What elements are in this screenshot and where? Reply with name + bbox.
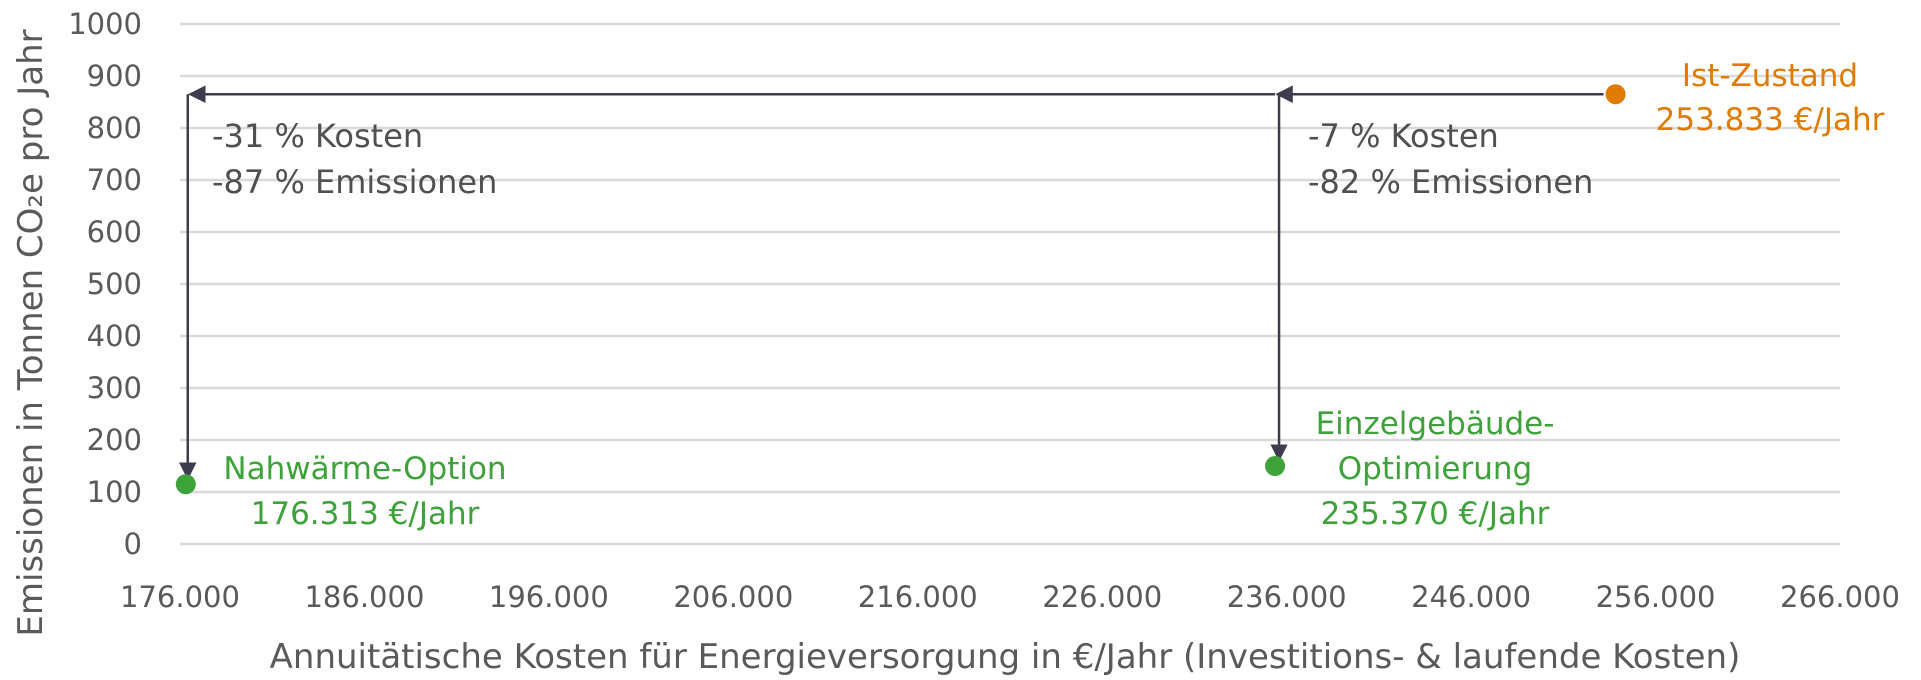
y-tick-label: 1000 — [68, 7, 142, 41]
data-point — [1265, 456, 1286, 476]
y-tick-label: 0 — [124, 527, 142, 561]
x-tick-label: 216.000 — [858, 580, 978, 614]
data-point — [1605, 84, 1626, 105]
point-labels: Ist-Zustand 253.833 €/Jahr Einzelgebäude-O… — [223, 58, 1884, 532]
y-tick-label: 500 — [87, 267, 142, 301]
data-points — [175, 84, 1626, 495]
y-tick-label: 800 — [87, 111, 142, 145]
point-label-einzelgebaeude: Einzelgebäude-Optimierung 235.370 €/Jahr — [1316, 406, 1555, 532]
y-axis-title: Emissionen in Tonnen CO₂e pro Jahr — [11, 29, 51, 636]
annotation-einzelgebaeude: -7 % Kosten -82 % Emissionen — [1308, 117, 1593, 201]
y-tick-label: 300 — [87, 371, 142, 405]
y-tick-label: 900 — [87, 59, 142, 93]
x-axis-title: Annuitätische Kosten für Energieversorgu… — [270, 637, 1741, 677]
annotation-nahwaerme: -31 % Kosten -87 % Emissionen — [212, 117, 497, 201]
x-axis-ticks: 176.000 186.000 196.000 206.000 216.000 226.0… — [120, 580, 1900, 614]
x-tick-label: 186.000 — [304, 580, 424, 614]
point-label-ist-zustand: Ist-Zustand 253.833 €/Jahr — [1656, 58, 1885, 138]
y-tick-label: 700 — [87, 163, 142, 197]
x-tick-label: 196.000 — [489, 580, 609, 614]
y-tick-label: 100 — [87, 475, 142, 509]
x-tick-label: 266.000 — [1780, 580, 1900, 614]
y-axis-ticks: 0 100 200 300 400 500 600 700 800 900 1000 — [68, 7, 142, 561]
x-tick-label: 176.000 — [120, 580, 240, 614]
y-tick-label: 400 — [87, 319, 142, 353]
data-point — [175, 474, 196, 495]
x-tick-label: 226.000 — [1042, 580, 1162, 614]
annotations: -7 % Kosten -82 % Emissionen -31 % Kosten -… — [212, 117, 1593, 201]
arrows — [179, 85, 1604, 480]
point-label-nahwaerme: Nahwärme-Option 176.313 €/Jahr — [223, 451, 506, 532]
x-tick-label: 256.000 — [1596, 580, 1716, 614]
x-tick-label: 206.000 — [673, 580, 793, 614]
x-tick-label: 236.000 — [1227, 580, 1347, 614]
x-tick-label: 246.000 — [1411, 580, 1531, 614]
y-tick-label: 200 — [87, 423, 142, 457]
gridlines — [180, 22, 1840, 546]
y-tick-label: 600 — [87, 215, 142, 249]
